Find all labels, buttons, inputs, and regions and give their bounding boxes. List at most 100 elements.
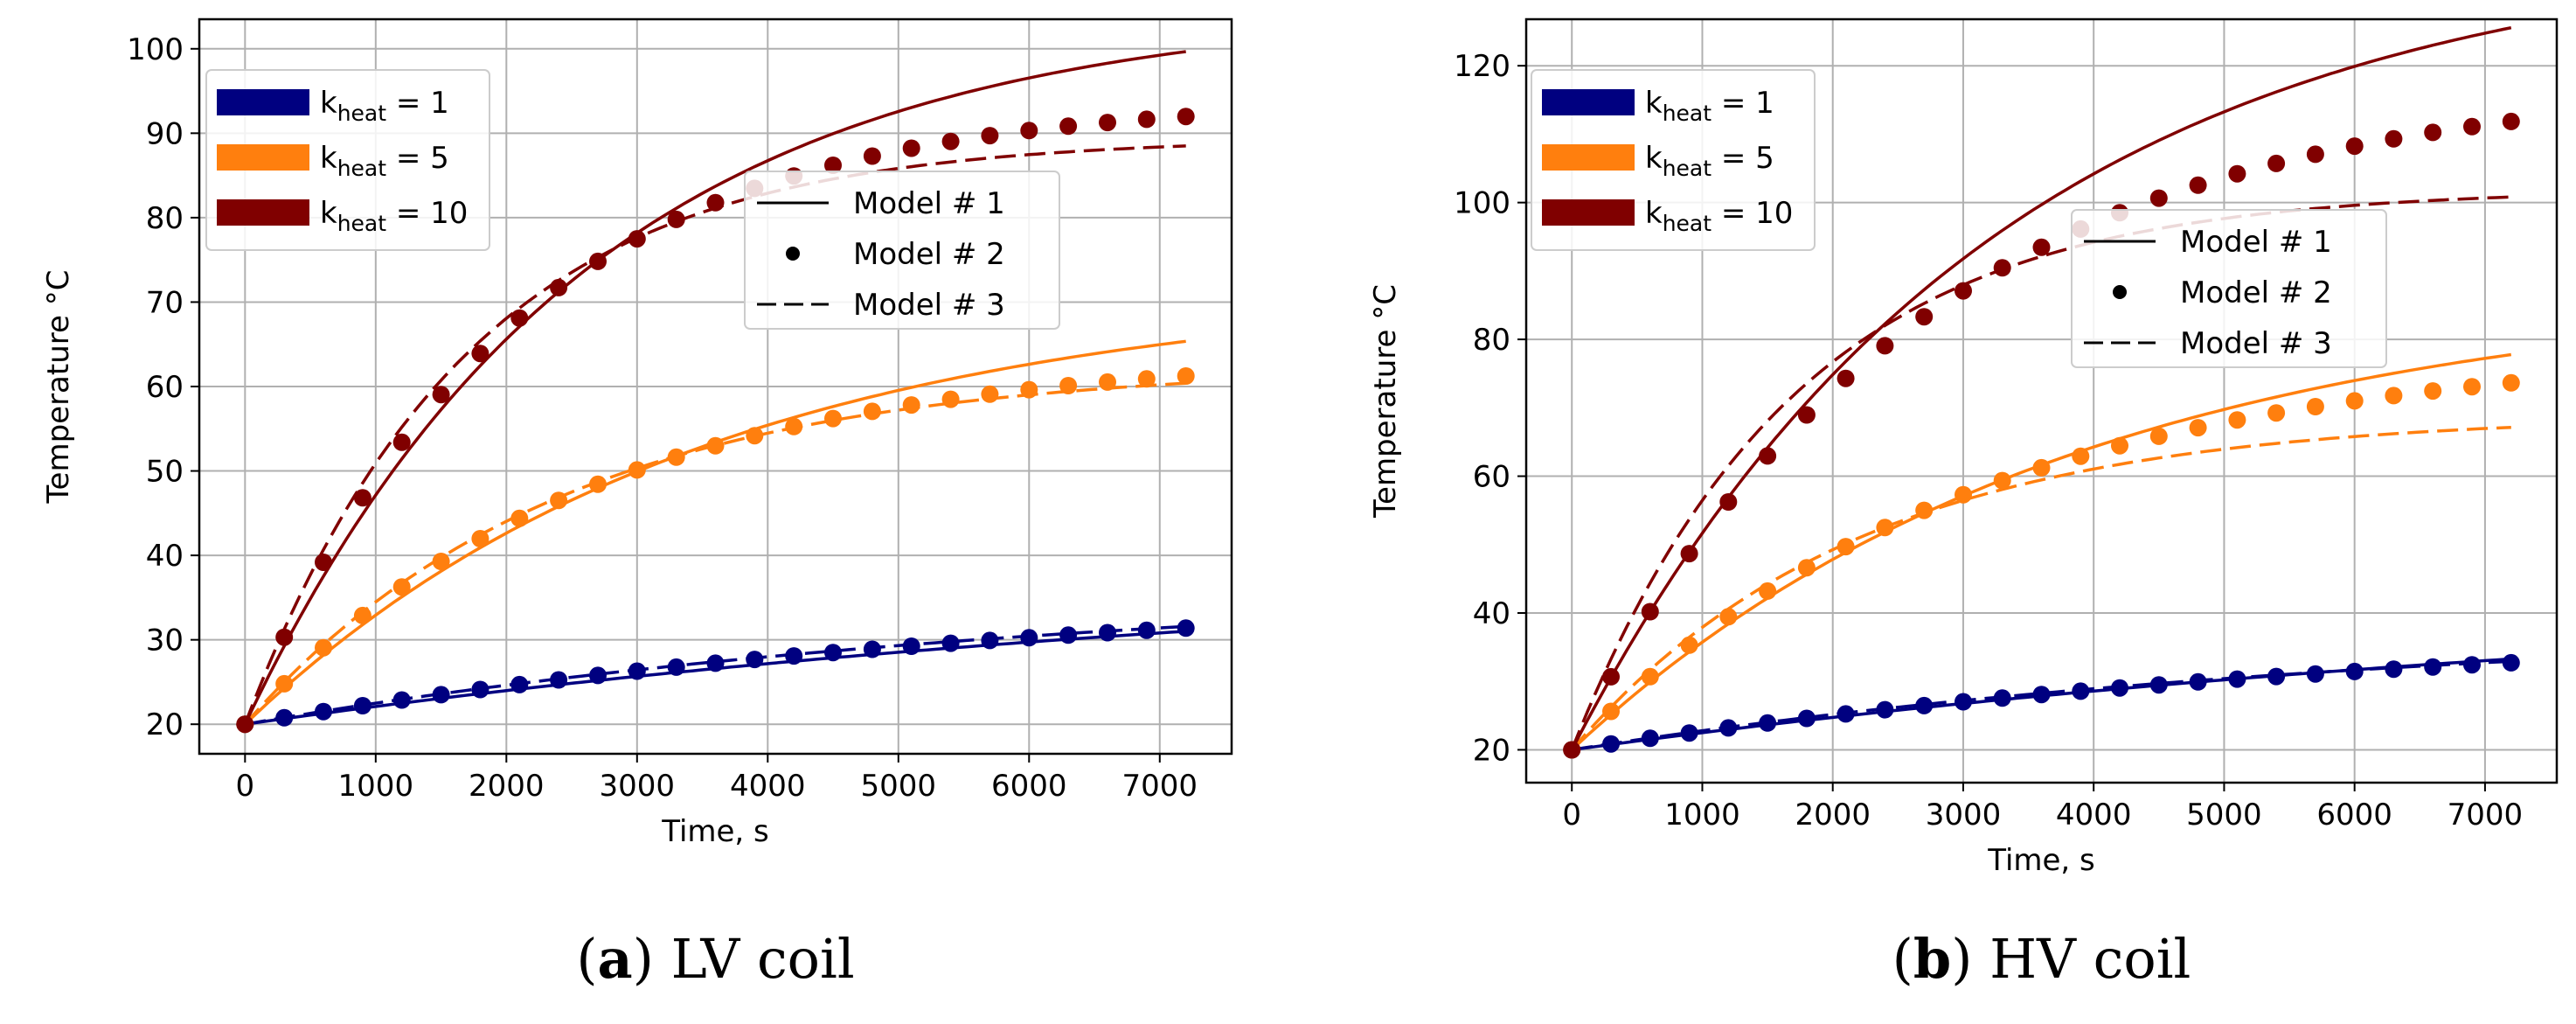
data-point-model2-k5 [628,461,646,479]
data-point-model2-k5 [1759,582,1777,600]
data-point-model2-k5 [1137,370,1156,388]
x-tick-label: 7000 [1122,769,1198,804]
data-point-model2-k1 [589,666,607,685]
data-point-model2-k10 [1020,122,1038,140]
data-point-model2-k5 [1719,608,1738,626]
caption-hv: (b) HV coil [1892,927,2191,991]
series-line-model1-k1 [1571,657,2511,752]
data-point-model2-k5 [1020,380,1038,399]
color-legend-lv: kheat = 1 kheat = 5 kheat = 10 [205,69,490,251]
data-point-model2-k10 [1177,108,1195,126]
y-tick-label: 120 [1454,49,1510,84]
data-point-model2-k1 [706,654,725,672]
legend-swatch-k5-lv [217,144,309,171]
data-point-model2-k10 [1797,406,1816,424]
legend-dot-marker-hv [2113,285,2127,299]
data-point-model2-k1 [1719,719,1738,737]
x-tick-label: 2000 [1795,798,1871,832]
legend-swatch-k1-hv [1542,89,1635,115]
data-point-model2-k10 [2306,145,2324,164]
legend-swatch-k5-hv [1542,144,1635,171]
data-point-model2-k5 [1797,559,1816,577]
data-point-model2-k1 [2345,662,2364,680]
data-point-model2-k5 [1641,667,1659,686]
data-point-model2-k1 [2111,679,2128,697]
data-point-model2-k10 [902,139,920,157]
data-point-model2-k1 [941,634,960,652]
y-tick-label: 90 [146,116,184,151]
data-point-model2-k10 [2463,117,2481,136]
data-point-model2-k5 [1993,471,2011,490]
data-point-model2-k10 [236,715,254,734]
x-tick-label: 6000 [991,769,1067,804]
data-point-model2-k5 [1177,367,1195,385]
data-point-model2-k10 [2228,164,2246,183]
x-tick-label: 4000 [730,769,806,804]
data-point-model2-k5 [471,530,490,547]
legend-item-model2-lv: Model # 2 [786,237,1005,272]
series-line-model3-k10 [1570,195,2511,751]
legend-swatch-k10-hv [1542,199,1635,226]
y-tick-label: 100 [127,32,184,67]
data-point-model2-k1 [315,702,332,721]
chart-hv-coil: 0 1000 2000 3000 4000 5000 6000 7000 20 40 60 80 100… [1368,17,2559,991]
data-point-model2-k5 [667,448,685,466]
data-point-model2-k5 [746,427,764,445]
y-tick-label: 50 [146,455,184,490]
data-point-model2-k1 [550,671,568,689]
data-point-model2-k1 [1099,623,1116,642]
data-point-model2-k1 [432,686,450,704]
data-point-model2-k10 [1059,117,1078,136]
data-point-model2-k1 [2072,682,2090,700]
y-tick-label: 80 [1473,323,1510,358]
data-point-model2-k5 [353,606,371,624]
chart-lv-coil: 0 1000 2000 3000 4000 5000 6000 7000 20 30 40 50 60 7… [41,17,1233,991]
data-point-model2-k10 [2032,238,2051,256]
data-point-model2-k10 [2502,112,2520,130]
x-tick-label: 1000 [338,769,414,804]
data-point-model2-k1 [2189,672,2207,691]
color-legend-hv: kheat = 1 kheat = 5 kheat = 10 [1531,69,1816,251]
data-point-model2-k10 [353,489,371,507]
legend-item-model1-hv: Model # 1 [2084,225,2332,260]
series-line-model3-k1 [1571,659,2511,752]
data-point-model2-k1 [2032,686,2051,704]
data-point-model2-k10 [863,147,881,165]
data-point-model2-k5 [902,396,920,414]
data-point-model2-k10 [667,210,685,228]
data-point-model2-k5 [2032,458,2051,477]
legend-label-k10-lv: kheat = 10 [320,196,468,236]
data-point-model2-k1 [1876,700,1894,719]
plot-frame-hv [1524,17,2559,784]
y-tick-label: 60 [1473,460,1510,495]
data-point-model2-k10 [1719,493,1738,511]
data-point-model2-k1 [510,675,529,693]
data-point-model2-k10 [1759,447,1777,465]
data-point-model2-k5 [981,385,999,403]
legend-item-model3-lv: Model # 3 [757,288,1005,323]
data-point-model2-k10 [550,278,568,296]
data-point-model2-k10 [2189,176,2207,194]
data-point-model2-k10 [432,386,450,404]
data-point-model2-k10 [941,132,960,150]
y-tick-label: 80 [146,201,184,236]
data-point-model2-k5 [1876,519,1894,537]
x-tick-label: 4000 [2056,798,2132,832]
data-point-model2-k5 [824,409,842,428]
x-tick-label: 1000 [1664,798,1740,832]
data-point-model2-k5 [1955,485,1972,504]
data-point-model2-k5 [392,578,411,596]
data-point-model2-k1 [2385,660,2403,679]
data-point-model2-k1 [1993,689,2011,707]
data-point-model2-k1 [392,691,411,709]
series-line-model1-k10 [243,50,1186,725]
curves-lv [236,50,1195,734]
y-tick-label: 20 [1473,733,1510,768]
data-point-model2-k1 [1680,724,1698,742]
y-tick-label: 40 [1473,596,1510,631]
style-legend-frame-lv [744,171,1060,330]
x-tick-label: 6000 [2316,798,2392,832]
data-point-model2-k1 [902,637,920,655]
data-point-model2-k5 [706,436,725,455]
data-point-model2-k1 [824,644,842,662]
